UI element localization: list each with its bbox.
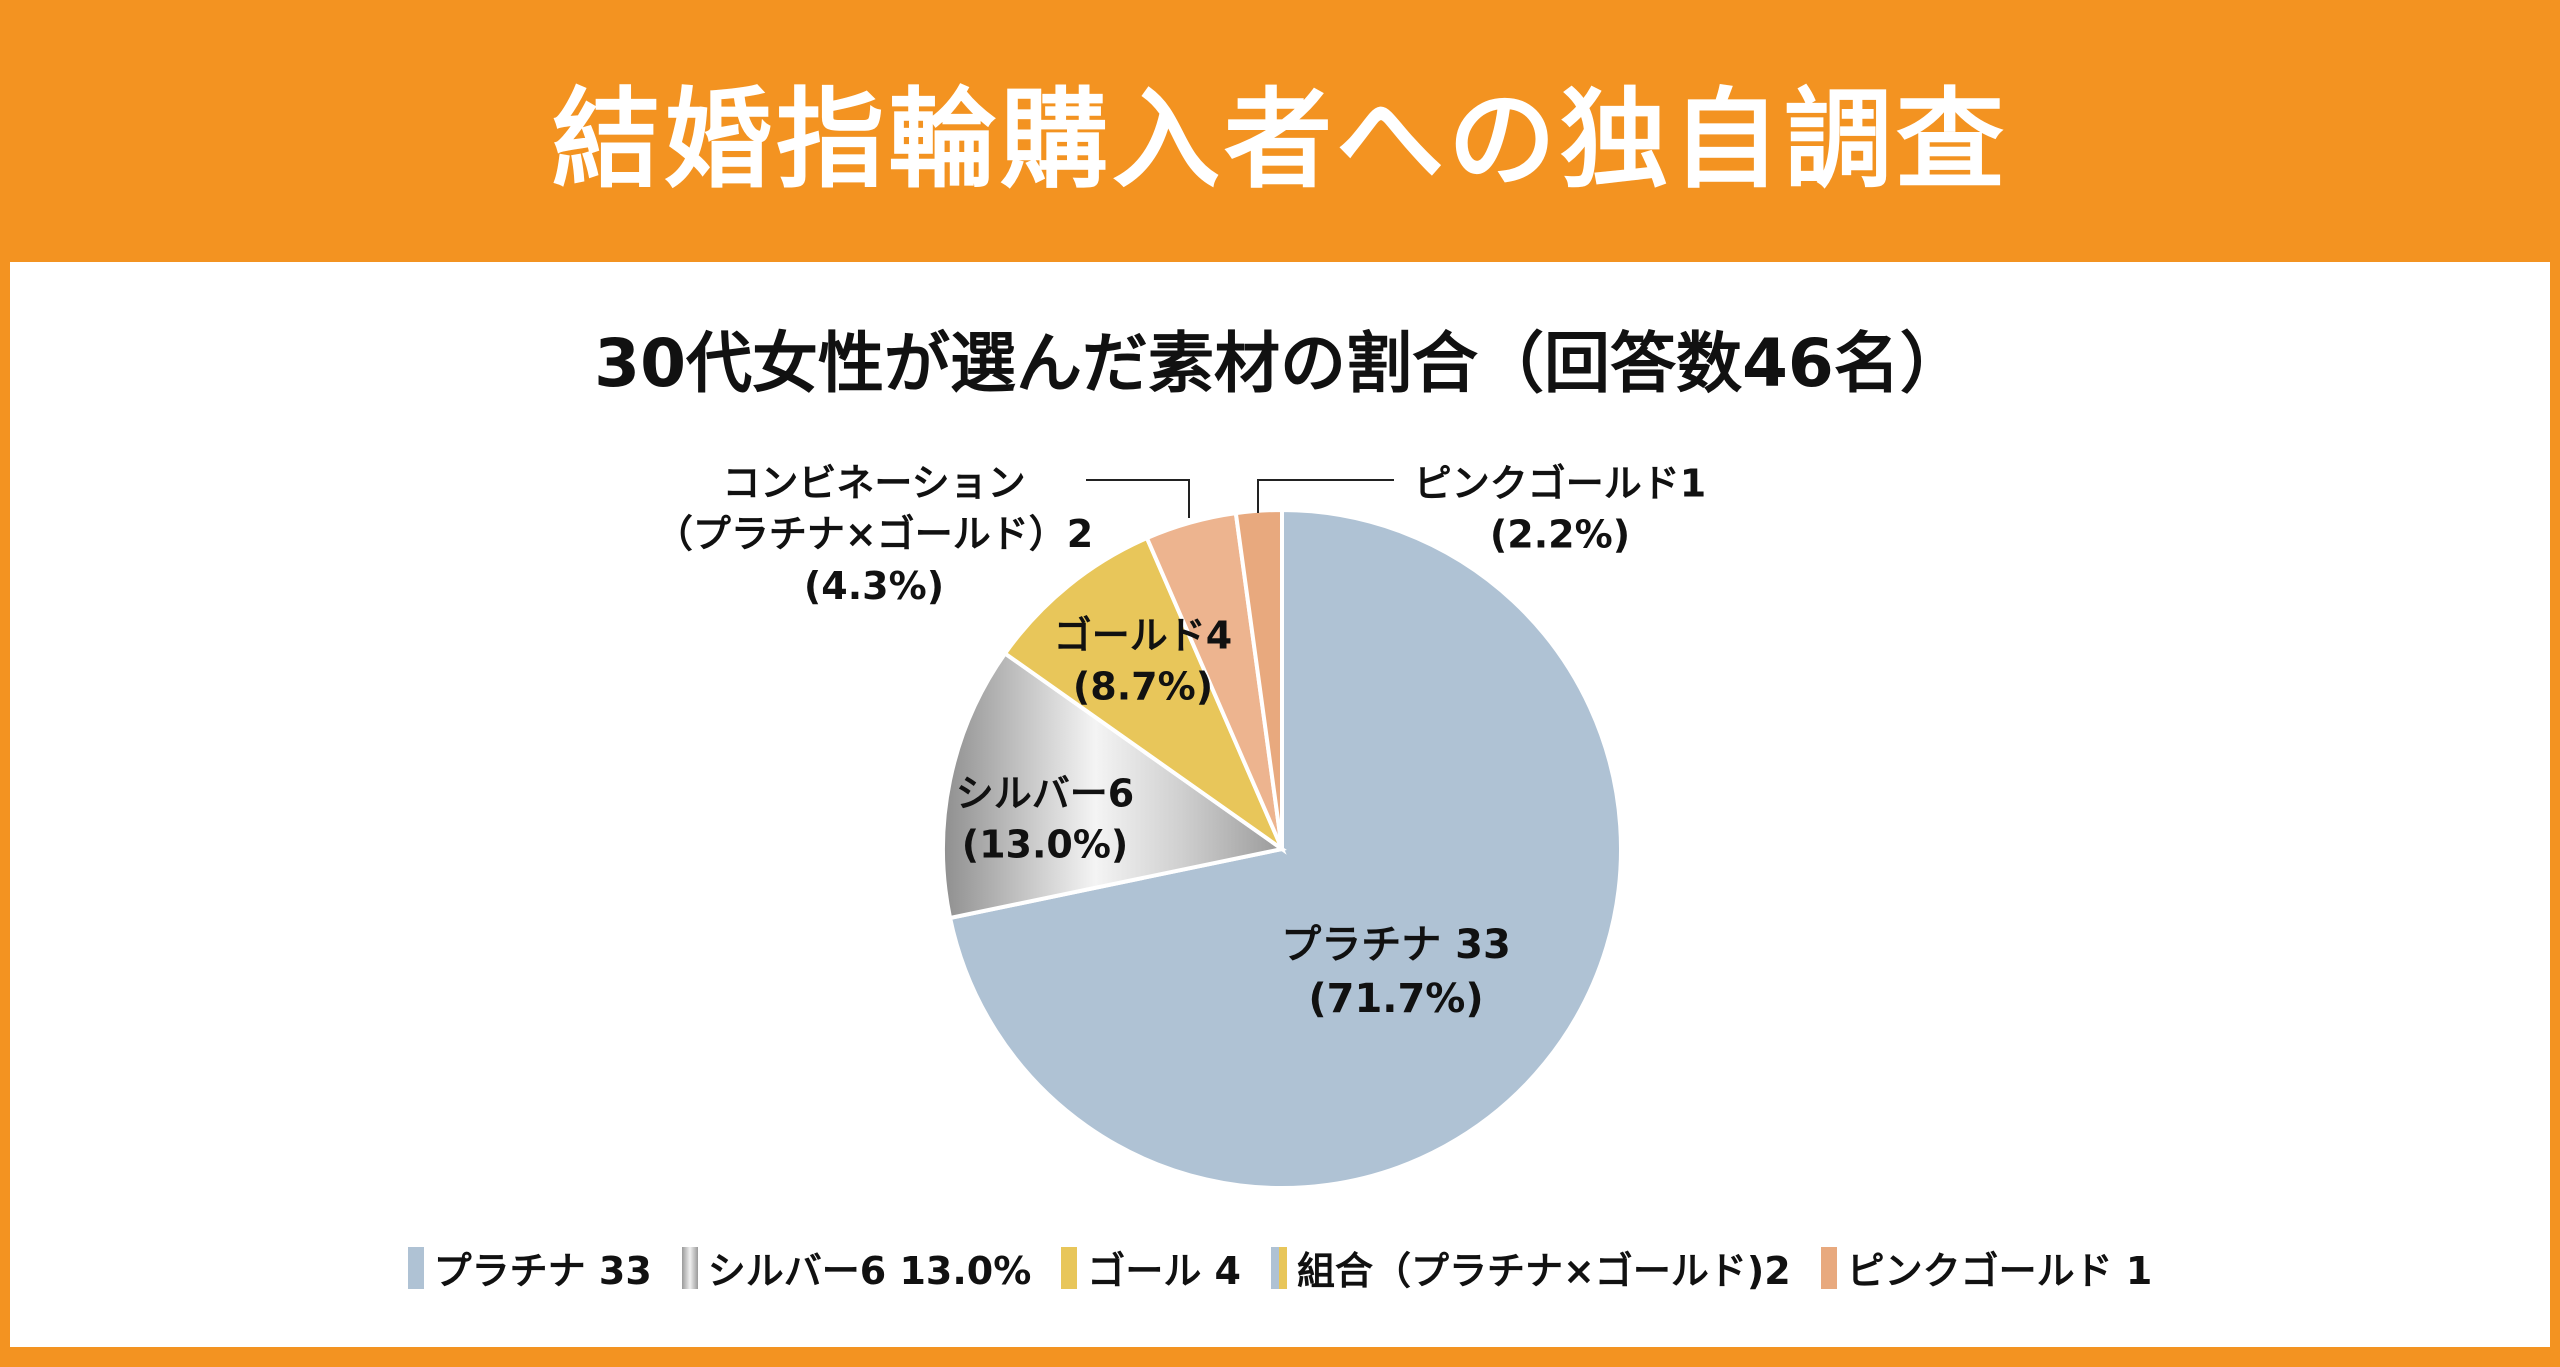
legend-swatch [1061, 1246, 1078, 1289]
label-platinum-name: プラチナ 33 [1281, 922, 1511, 968]
legend-swatch [1820, 1246, 1837, 1289]
leader-line-pink-gold [1257, 479, 1394, 513]
legend-label: ピンクゴールド 1 [1846, 1249, 2153, 1293]
legend-swatch [1270, 1246, 1287, 1289]
label-pink-gold-pct: (2.2%) [1489, 513, 1631, 557]
label-pink-gold: ピンクゴールド1 (2.2%) [1414, 459, 1706, 562]
legend-label: シルバー6 13.0% [707, 1249, 1032, 1293]
label-gold-name: ゴールド4 [1053, 613, 1233, 658]
leader-line-combination [1086, 479, 1190, 518]
label-silver-pct: (13.0%) [961, 823, 1129, 867]
label-platinum-pct: (71.7%) [1308, 976, 1484, 1022]
label-silver-name: シルバー6 [955, 771, 1135, 816]
legend-item-pink-gold: ピンクゴールド 1 [1820, 1240, 2153, 1295]
label-combination: コンビネーション （プラチナ×ゴールド）2 (4.3%) [655, 458, 1093, 612]
label-combination-name: コンビネーション [722, 461, 1026, 506]
legend-label: プラチナ 33 [433, 1249, 652, 1293]
label-gold: ゴールド4 (8.7%) [1054, 611, 1232, 714]
chart-title: 30代女性が選んだ素材の割合（回答数46名） [594, 325, 1966, 402]
legend-item-gold: ゴール 4 [1061, 1240, 1241, 1295]
legend-item-silver: シルバー6 13.0% [681, 1240, 1032, 1295]
label-combination-detail: （プラチナ×ゴールド）2 [654, 512, 1094, 557]
legend-item-platinum: プラチナ 33 [407, 1240, 652, 1295]
page-title: 結婚指輪購入者への独自調査 [551, 78, 2008, 203]
legend-label: 組合（プラチナ×ゴールド)2 [1296, 1249, 1791, 1293]
pie-slice-gold [1002, 535, 1287, 855]
label-platinum: プラチナ 33 (71.7%) [1281, 918, 1511, 1026]
label-gold-pct: (8.7%) [1072, 665, 1214, 709]
legend-swatch [407, 1246, 424, 1289]
label-combination-pct: (4.3%) [803, 563, 945, 608]
label-pink-gold-name: ピンクゴールド1 [1413, 461, 1707, 506]
legend-label: ゴール 4 [1087, 1249, 1241, 1293]
legend-item-combination: 組合（プラチナ×ゴールド)2 [1270, 1240, 1791, 1295]
pie-slice-silver [941, 650, 1287, 921]
label-silver: シルバー6 (13.0%) [956, 769, 1134, 872]
legend-swatch [681, 1246, 698, 1289]
legend: プラチナ 33 シルバー6 13.0% ゴール 4 組合（プラチナ×ゴールド)2… [0, 1240, 2560, 1295]
pie-slice-platinum [947, 507, 1623, 1190]
